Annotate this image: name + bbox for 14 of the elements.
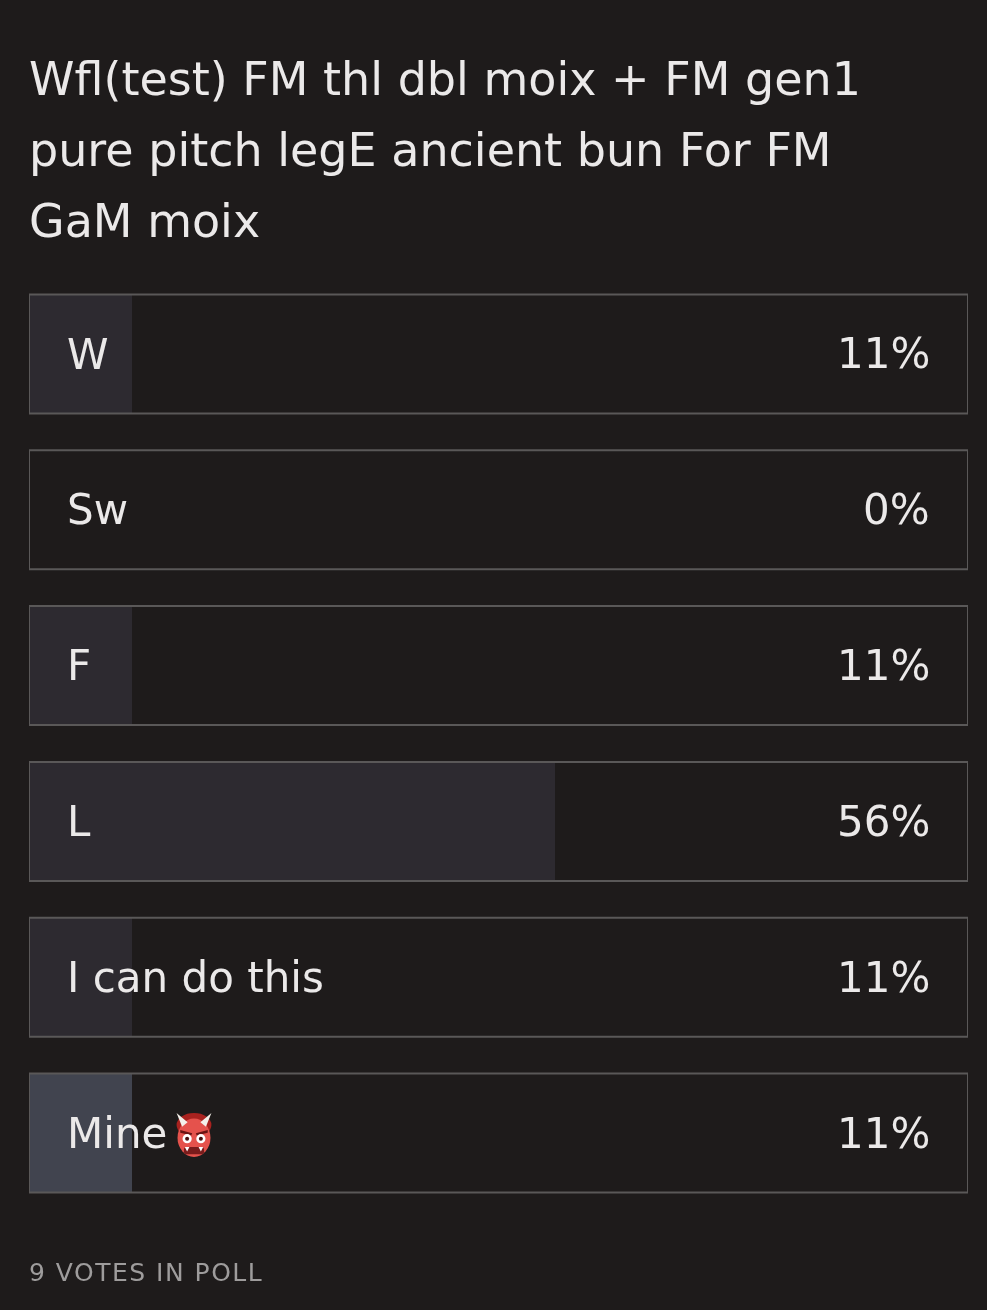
chart-title: Wfl(test) FM thl dbl moix + FM gen1 pure pitch legE ancient bun For FM GaM moix: [29, 51, 862, 250]
y-tick-label: L: [67, 797, 91, 847]
y-tick-label: Sw: [67, 485, 129, 535]
y-tick-label: W: [67, 329, 109, 379]
data-label: 0%: [863, 485, 930, 534]
text: 9 VOTES IN POLL: [29, 1258, 264, 1287]
y-tick-label: I can do this: [67, 952, 324, 1002]
data-label: 11%: [837, 329, 931, 378]
data-label: 11%: [837, 953, 931, 1002]
data-label: 11%: [837, 1109, 931, 1158]
data-label: 56%: [837, 797, 931, 846]
data-label: 11%: [837, 641, 931, 690]
y-tick-label: F: [67, 641, 92, 691]
y-tick-label: Mine: [67, 1108, 168, 1158]
